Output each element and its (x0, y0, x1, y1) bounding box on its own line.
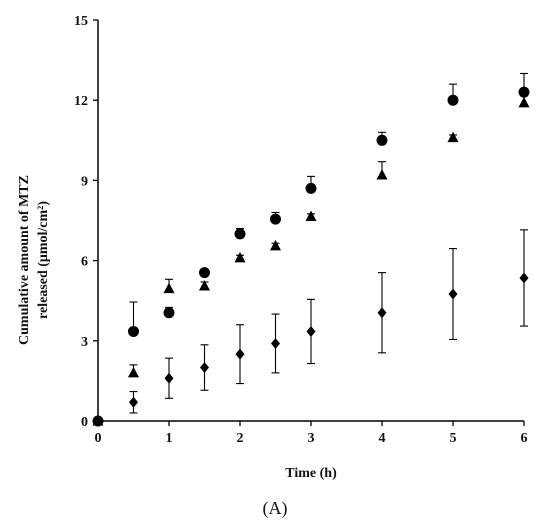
data-point-circle (305, 182, 317, 194)
x-tick-label: 3 (308, 431, 315, 446)
data-point-triangle (234, 251, 246, 263)
data-point-circle (376, 134, 388, 146)
y-axis-title-line-2: released (μmol/cm²) (36, 201, 51, 319)
data-point-diamond (164, 372, 174, 384)
x-axis-title: Time (h) (285, 466, 337, 481)
y-tick-label: 6 (81, 255, 88, 270)
y-axis-title-line-1: Cumulative amount of MTZ (17, 175, 32, 345)
error-bar (378, 272, 386, 354)
data-point-diamond (377, 307, 387, 319)
data-point-diamond (271, 337, 280, 349)
axes (93, 19, 525, 426)
data-point-triangle (305, 210, 317, 221)
x-tick-label: 4 (379, 431, 386, 446)
x-tick-label: 2 (237, 431, 244, 446)
data-point-diamond (200, 362, 209, 374)
data-point-circle (234, 228, 246, 240)
data-point-diamond (129, 396, 138, 408)
data-point-triangle (128, 366, 139, 378)
series-diamond (93, 229, 529, 427)
data-point-circle (128, 325, 139, 337)
data-point-diamond (519, 272, 529, 284)
data-point-diamond (448, 288, 458, 300)
y-tick-label: 12 (74, 94, 88, 109)
data-point-triangle (199, 279, 210, 291)
plot-marks (92, 72, 530, 427)
error-bar (449, 248, 457, 341)
x-tick-label: 6 (521, 431, 528, 446)
x-tick-label: 1 (166, 431, 173, 446)
x-tick-label: 0 (95, 431, 102, 446)
series-circle (92, 72, 530, 427)
data-point-circle (447, 94, 459, 106)
data-point-diamond (93, 415, 103, 427)
series-triangle (92, 94, 530, 426)
data-point-triangle (270, 239, 281, 251)
data-point-triangle (447, 131, 459, 143)
error-bar (520, 229, 528, 327)
data-point-triangle (163, 282, 175, 294)
y-tick-label: 0 (81, 415, 88, 430)
data-point-diamond (235, 348, 245, 360)
y-tick-label: 9 (81, 174, 88, 189)
data-point-diamond (306, 325, 316, 337)
data-point-circle (199, 267, 210, 279)
y-tick-label: 3 (81, 335, 88, 350)
x-tick-label: 5 (450, 431, 457, 446)
y-tick-label: 15 (74, 14, 88, 29)
panel-label: (A) (262, 498, 288, 518)
data-point-circle (163, 307, 175, 319)
data-point-triangle (518, 96, 530, 108)
data-point-triangle (376, 169, 388, 180)
data-point-circle (270, 213, 281, 225)
